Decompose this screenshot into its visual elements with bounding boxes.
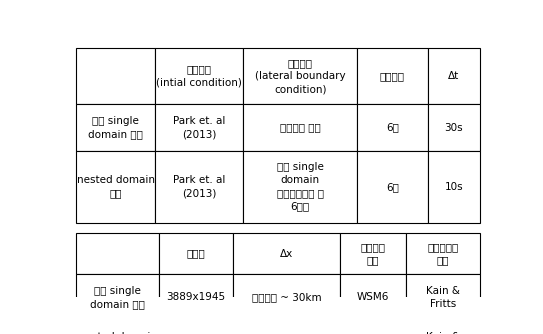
Bar — [243, 104, 357, 151]
Text: 구름물리
과정: 구름물리 과정 — [361, 242, 386, 265]
Bar — [159, 233, 233, 274]
Bar — [76, 151, 155, 223]
Text: Δt: Δt — [449, 71, 459, 81]
Text: 적도근처 ~ 30km: 적도근처 ~ 30km — [252, 292, 321, 302]
Text: 격자수: 격자수 — [186, 248, 205, 259]
Bar — [155, 104, 243, 151]
Bar — [76, 274, 159, 320]
Bar — [243, 151, 357, 223]
Text: 해당사항 없음: 해당사항 없음 — [280, 123, 320, 133]
Bar — [340, 233, 406, 274]
Text: Kain &
Fritts: Kain & Fritts — [426, 286, 460, 309]
Bar — [427, 104, 480, 151]
Bar — [243, 48, 357, 104]
Bar — [159, 274, 233, 320]
Text: WSM6: WSM6 — [357, 292, 389, 302]
Bar — [233, 320, 340, 334]
Bar — [357, 151, 427, 223]
Bar — [340, 320, 406, 334]
Text: nested domain
실험: nested domain 실험 — [77, 175, 155, 198]
Bar — [357, 104, 427, 151]
Text: 초기조건
(intial condition): 초기조건 (intial condition) — [156, 64, 242, 88]
Text: 경계조건
(lateral boundary
condition): 경계조건 (lateral boundary condition) — [255, 58, 345, 94]
Bar — [427, 48, 480, 104]
Bar — [233, 233, 340, 274]
Text: nested domain
실험: nested domain 실험 — [79, 332, 156, 334]
Text: Kain &
Fritts: Kain & Fritts — [426, 332, 460, 334]
Text: 적운모수화
과정: 적운모수화 과정 — [427, 242, 459, 265]
Bar — [406, 320, 481, 334]
Bar — [340, 274, 406, 320]
Bar — [155, 151, 243, 223]
Text: 6일: 6일 — [386, 182, 399, 192]
Bar — [76, 233, 159, 274]
Text: 6일: 6일 — [386, 123, 399, 133]
Text: 30s: 30s — [445, 123, 463, 133]
Text: Δx: Δx — [280, 248, 293, 259]
Text: 전구 single
domain 실험: 전구 single domain 실험 — [90, 286, 145, 309]
Bar — [155, 48, 243, 104]
Text: Park et. al
(2013): Park et. al (2013) — [173, 175, 225, 198]
Bar — [76, 320, 159, 334]
Bar — [233, 274, 340, 320]
Bar — [76, 104, 155, 151]
Bar — [159, 320, 233, 334]
Text: 3889x1945: 3889x1945 — [166, 292, 225, 302]
Bar — [406, 233, 481, 274]
Text: Park et. al
(2013): Park et. al (2013) — [173, 116, 225, 139]
Text: 전구 single
domain 실험: 전구 single domain 실험 — [89, 116, 143, 139]
Bar — [76, 48, 155, 104]
Text: 10s: 10s — [445, 182, 463, 192]
Bar — [427, 151, 480, 223]
Text: 적분시간: 적분시간 — [380, 71, 405, 81]
Bar — [357, 48, 427, 104]
Text: 전구 single
domain
실험으로부터 매
6시간: 전구 single domain 실험으로부터 매 6시간 — [277, 162, 324, 211]
Bar — [406, 274, 481, 320]
